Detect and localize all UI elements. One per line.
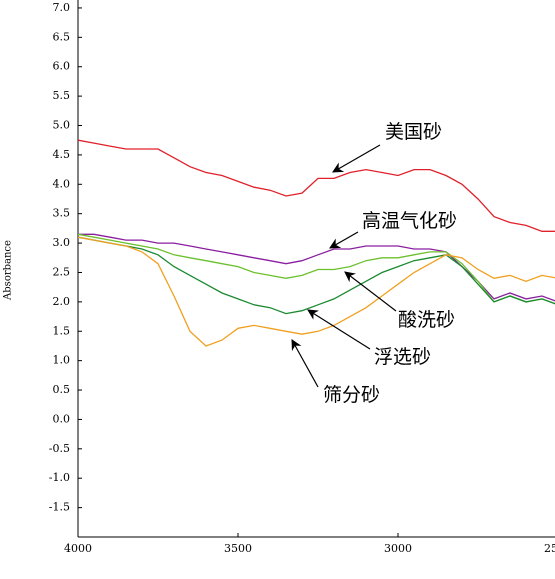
plot-area [78,139,555,347]
spectrum-line [78,139,555,232]
annotation-arrow [329,231,359,249]
annotation-arrow [307,309,371,350]
spectrum-line [78,236,555,315]
x-tick-label: 4000 [64,542,92,555]
annotation-arrow [344,271,397,312]
annotation-arrow [332,144,381,173]
y-tick-label: 5.5 [53,89,71,102]
y-tick-label: -1.5 [49,501,70,514]
y-axis-label: Absorbance [3,240,14,301]
series-label: 高温气化砂 [362,210,457,232]
y-tick-label: 3.5 [53,207,71,220]
y-tick-label: 6.5 [53,30,71,43]
y-tick-label: 7.0 [53,1,71,14]
y-tick-label: 2.0 [53,295,71,308]
y-tick-label: 6.0 [53,60,71,73]
x-tick-label: 3000 [384,542,412,555]
x-tick-label: 3500 [224,542,252,555]
series-label: 美国砂 [385,121,442,143]
y-tick-label: 4.0 [53,177,71,190]
y-tick-label: 1.5 [53,324,71,337]
y-tick-label: 4.5 [53,148,71,161]
y-tick-label: 2.5 [53,265,71,278]
x-tick-label: 2500 [544,542,555,555]
y-tick-label: -0.5 [49,442,70,455]
spectrum-line [78,233,555,302]
y-tick-label: 5.0 [53,119,71,132]
spectrum-line [78,236,555,347]
y-tick-label: 3.0 [53,236,71,249]
y-tick-label: 0.5 [53,383,71,396]
series-label: 筛分砂 [323,384,380,406]
spectrum-line [78,233,555,305]
y-tick-label: 0.0 [53,412,71,425]
y-tick-label: -1.0 [49,471,70,484]
series-label: 酸洗砂 [398,309,455,331]
series-label: 浮选砂 [374,346,431,368]
y-tick-label: 1.0 [53,354,71,367]
annotation-arrow [291,339,319,388]
